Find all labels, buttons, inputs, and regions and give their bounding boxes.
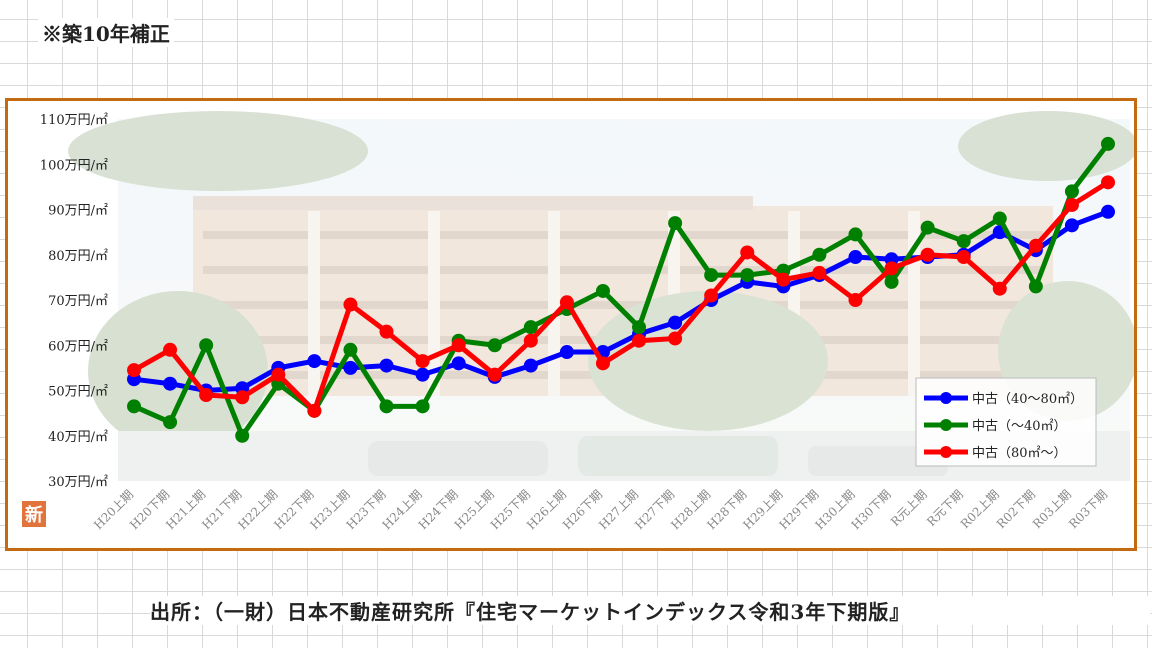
legend: 中古（40～80㎡） 中古（～40㎡） 中古（80㎡～）: [915, 377, 1097, 467]
data-point: [307, 403, 322, 418]
y-tick-label: 30万円/㎡: [48, 475, 108, 490]
data-point: [487, 338, 502, 353]
data-point: [920, 220, 935, 235]
data-point: [559, 345, 574, 360]
data-point: [523, 320, 538, 335]
data-point: [992, 211, 1007, 226]
legend-label: 中古（40～80㎡）: [972, 392, 1083, 407]
data-point: [487, 367, 502, 382]
y-tick-label: 50万円/㎡: [48, 385, 108, 400]
x-tick-label: R元上期: [888, 487, 930, 529]
x-tick-label: R02上期: [958, 487, 1002, 531]
x-tick-label: R03上期: [1030, 487, 1074, 531]
data-point: [127, 399, 141, 414]
data-point: [812, 247, 827, 262]
legend-label: 中古（80㎡～）: [972, 446, 1067, 461]
data-point: [812, 265, 827, 280]
y-tick-label: 80万円/㎡: [48, 249, 108, 264]
data-point: [523, 333, 538, 348]
data-point: [415, 354, 430, 369]
legend-marker: [940, 392, 952, 404]
data-point: [307, 354, 322, 369]
legend-marker: [940, 446, 952, 458]
data-point: [632, 320, 647, 335]
data-point: [595, 356, 610, 371]
data-point: [1064, 218, 1079, 233]
y-tick-label: 90万円/㎡: [48, 204, 108, 219]
legend-marker: [940, 419, 952, 431]
data-point: [127, 363, 141, 378]
y-tick-label: 40万円/㎡: [48, 430, 108, 445]
series-1: [127, 136, 1115, 443]
data-point: [163, 342, 178, 357]
source-caption: 出所：（一財）日本不動産研究所『住宅マーケットインデックス令和3年下期版』: [150, 596, 1150, 625]
data-point: [163, 376, 178, 391]
data-point: [1101, 136, 1115, 151]
data-point: [776, 272, 791, 287]
data-point: [1064, 197, 1079, 212]
data-point: [595, 283, 610, 298]
data-point: [740, 268, 755, 283]
series-line: [132, 142, 1110, 439]
data-point: [668, 331, 683, 346]
data-point: [956, 250, 971, 265]
data-point: [704, 288, 719, 303]
data-point: [740, 245, 755, 260]
data-point: [451, 338, 466, 353]
note-label: ※築10年補正: [38, 18, 174, 47]
data-point: [884, 261, 899, 276]
y-tick-label: 100万円/㎡: [40, 158, 108, 173]
y-tick-label: 110万円/㎡: [40, 113, 108, 128]
data-point: [343, 342, 358, 357]
data-point: [668, 315, 683, 330]
data-point: [415, 367, 430, 382]
data-point: [415, 399, 430, 414]
data-point: [343, 297, 358, 312]
data-point: [379, 324, 394, 339]
y-tick-label: 70万円/㎡: [48, 294, 108, 309]
x-axis: H20上期H20下期H21上期H21下期H22上期H22下期H23上期H23下期…: [91, 487, 1110, 532]
chart-svg: 30万円/㎡ 40万円/㎡ 50万円/㎡ 60万円/㎡ 70万円/㎡ 80万円/㎡ 90万円…: [22, 111, 1138, 532]
new-badge-label: 新: [25, 504, 43, 526]
y-axis: 30万円/㎡ 40万円/㎡ 50万円/㎡ 60万円/㎡ 70万円/㎡ 80万円/㎡ 90万円…: [40, 113, 108, 490]
data-point: [235, 428, 250, 443]
data-point: [884, 274, 899, 289]
data-point: [1028, 279, 1043, 294]
x-tick-label: R03下期: [1066, 487, 1110, 531]
y-tick-label: 60万円/㎡: [48, 339, 108, 354]
data-point: [343, 360, 358, 375]
data-point: [920, 247, 935, 262]
chart-frame: 30万円/㎡ 40万円/㎡ 50万円/㎡ 60万円/㎡ 70万円/㎡ 80万円/㎡ 90万円…: [5, 98, 1138, 551]
data-point: [956, 234, 971, 249]
data-point: [1101, 175, 1115, 190]
data-point: [992, 281, 1007, 296]
data-point: [379, 358, 394, 373]
data-point: [704, 268, 719, 283]
data-point: [559, 295, 574, 310]
series-2: [127, 175, 1115, 418]
data-point: [1101, 204, 1115, 219]
data-point: [523, 358, 538, 373]
data-point: [235, 390, 250, 405]
data-point: [199, 388, 214, 403]
data-point: [848, 293, 863, 307]
data-point: [379, 399, 394, 414]
data-point: [451, 356, 466, 371]
series-line: [132, 180, 1110, 414]
data-point: [632, 333, 647, 348]
data-point: [848, 250, 863, 265]
x-tick-label: H30下期: [849, 487, 894, 532]
data-point: [1028, 238, 1043, 253]
new-badge: 新: [22, 501, 46, 527]
data-point: [199, 338, 214, 353]
series-layer: [127, 136, 1115, 443]
data-point: [1064, 184, 1079, 199]
data-point: [271, 367, 286, 382]
data-point: [668, 216, 683, 231]
legend-label: 中古（～40㎡）: [972, 419, 1067, 434]
data-point: [163, 415, 178, 430]
x-tick-label: R02下期: [994, 487, 1038, 531]
data-point: [848, 227, 863, 242]
